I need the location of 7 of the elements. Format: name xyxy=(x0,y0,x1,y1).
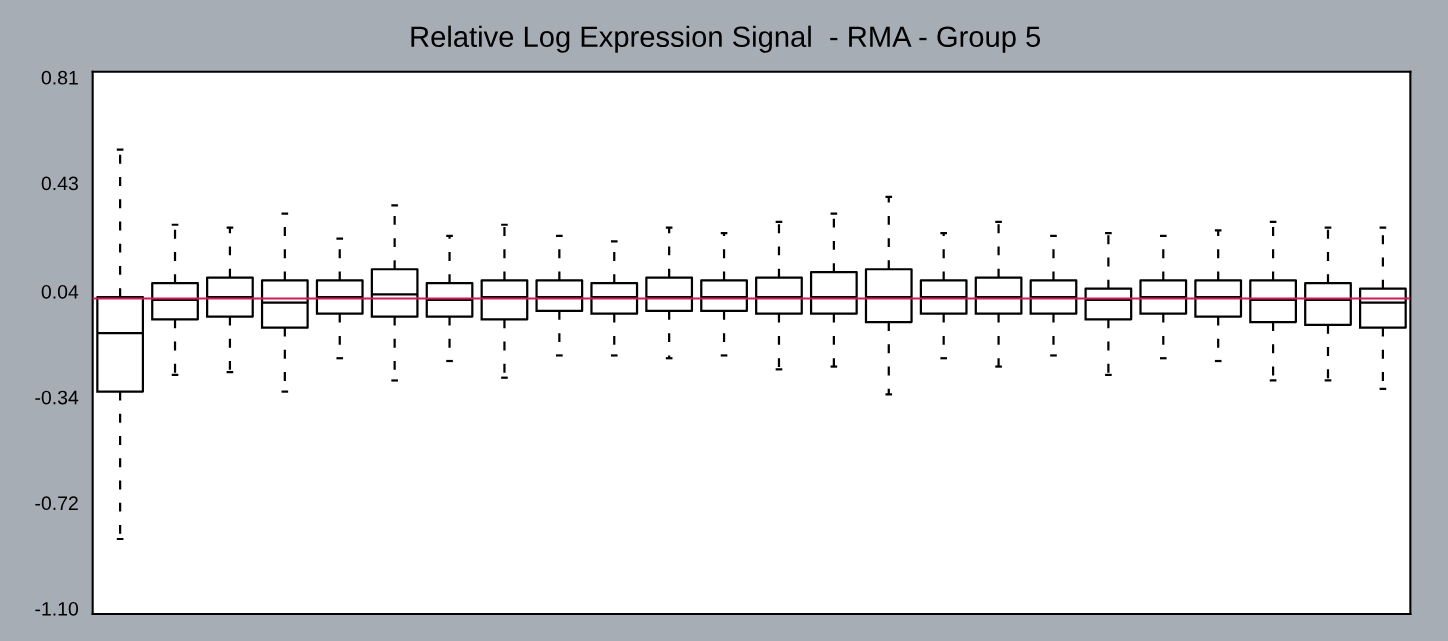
y-tick-label: 0.43 xyxy=(41,176,78,191)
y-tick-label: -1.10 xyxy=(35,601,79,616)
y-tick-label: 0.81 xyxy=(41,70,78,85)
y-tick-label: 0.04 xyxy=(41,284,79,299)
y-tick-label: -0.34 xyxy=(35,390,79,405)
y-tick-label: -0.72 xyxy=(35,496,78,511)
chart-title: Relative Log Expression Signal - RMA - Group 5 xyxy=(411,25,1041,53)
